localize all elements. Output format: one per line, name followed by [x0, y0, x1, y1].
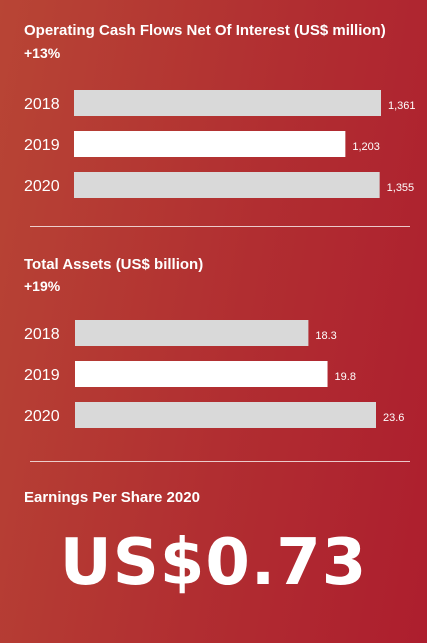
- category-label-2019: 2019: [24, 367, 60, 384]
- section-divider-1: [30, 226, 410, 227]
- total-assets-chart: 2018 18.3 2019 19.8 2020 23.6: [0, 318, 427, 428]
- value-label-2019: 19.8: [335, 371, 356, 383]
- bar-2020: [74, 172, 380, 198]
- bar-2018: [74, 90, 381, 116]
- section-divider-2: [30, 461, 410, 462]
- chart2-change: +19%: [24, 278, 61, 294]
- category-label-2018: 2018: [24, 326, 60, 343]
- value-label-2018: 1,361: [388, 100, 416, 112]
- operating-cash-flows-chart: 2018 1,361 2019 1,203 2020 1,355: [0, 88, 427, 198]
- eps-title: Earnings Per Share 2020: [24, 489, 200, 506]
- bar-2019: [74, 131, 346, 157]
- category-label-2020: 2020: [24, 408, 60, 425]
- value-label-2019: 1,203: [352, 141, 380, 153]
- chart1-change: +13%: [24, 45, 61, 61]
- bar-2020: [75, 402, 376, 428]
- category-label-2018: 2018: [24, 96, 60, 113]
- category-label-2019: 2019: [24, 137, 60, 154]
- value-label-2018: 18.3: [315, 330, 336, 342]
- value-label-2020: 1,355: [387, 182, 415, 194]
- bar-2018: [75, 320, 309, 346]
- eps-value: US$0.73: [59, 526, 368, 600]
- category-label-2020: 2020: [24, 178, 60, 195]
- chart2-title: Total Assets (US$ billion): [24, 256, 204, 273]
- bar-2019: [75, 361, 328, 387]
- chart1-title: Operating Cash Flows Net Of Interest (US…: [24, 22, 386, 39]
- value-label-2020: 23.6: [383, 412, 404, 424]
